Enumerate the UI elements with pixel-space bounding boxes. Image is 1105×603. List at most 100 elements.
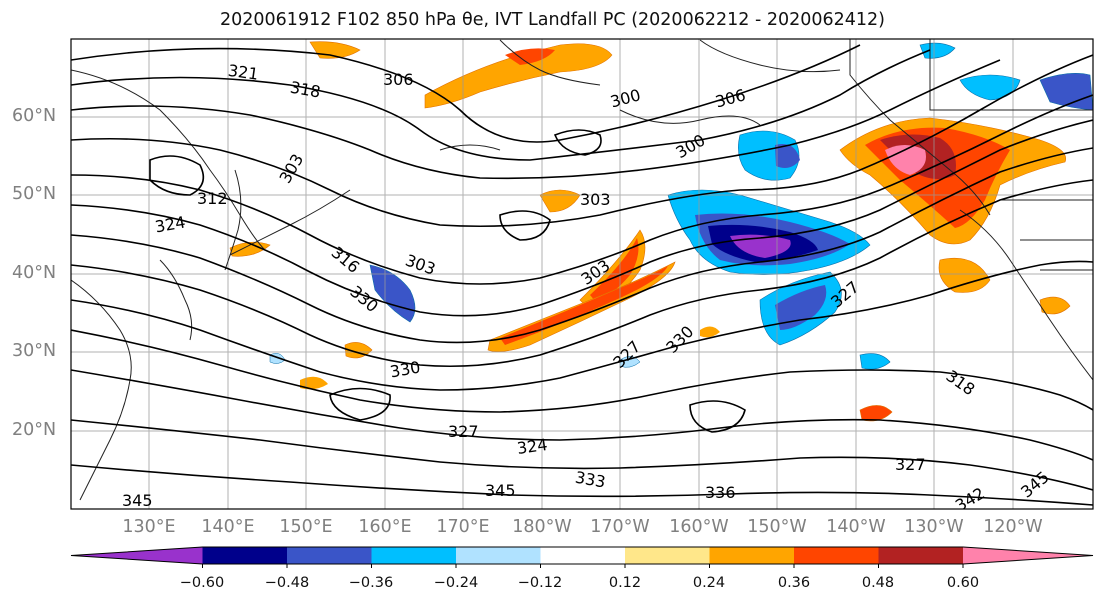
positive-anomaly-region (424, 43, 613, 109)
colorbar-segment (625, 547, 710, 564)
theta-e-contour (71, 179, 1093, 368)
anomaly-shading (229, 41, 1093, 422)
colorbar-segment (794, 547, 879, 564)
longitude-label: 160°E (358, 517, 412, 537)
contour-label: 321 (227, 61, 260, 84)
negative-anomaly-region (859, 353, 891, 370)
theta-e-contour (71, 329, 1093, 413)
colorbar-segment (540, 547, 626, 564)
coastline (849, 39, 991, 216)
latitude-label: 60°N (12, 106, 57, 126)
colorbar-segment (456, 547, 541, 564)
longitude-label: 130°E (122, 517, 176, 537)
coastline (929, 39, 1093, 111)
map-title: 2020061912 F102 850 hPa θe, IVT Landfall… (220, 10, 885, 30)
colorbar-tick-label: 0.60 (946, 575, 980, 591)
coastline (499, 39, 601, 86)
negative-anomaly-region (1039, 73, 1093, 111)
colorbar-tick-label: −0.36 (348, 575, 394, 591)
longitude-label: 140°W (826, 517, 886, 537)
colorbar-tick-label: −0.24 (433, 575, 479, 591)
longitude-label: 150°E (279, 517, 333, 537)
latitude-label: 20°N (12, 420, 57, 440)
negative-anomaly-region (775, 285, 827, 330)
theta-e-contour (71, 260, 1093, 391)
positive-anomaly-region (938, 257, 991, 293)
theta-e-contour (499, 210, 551, 241)
contour-label: 327 (448, 422, 479, 441)
positive-anomaly-region (300, 376, 328, 390)
theta-e-contour (71, 59, 1001, 180)
longitude-label: 130°W (904, 517, 964, 537)
longitude-label: 170°E (436, 517, 490, 537)
colorbar-segment (371, 547, 457, 564)
colorbar-tick-label: −0.60 (179, 575, 225, 591)
longitude-label: 140°E (201, 517, 255, 537)
positive-anomaly-region (859, 405, 893, 422)
contour-label: 345 (122, 491, 153, 510)
coastline (71, 69, 266, 251)
colorbar-tick-label: −0.12 (517, 575, 563, 591)
theta-e-contour (71, 147, 1093, 344)
colorbar-segment (202, 547, 288, 564)
positive-anomaly-region (700, 326, 720, 338)
contour-label: 312 (197, 189, 228, 208)
latitude-label: 50°N (12, 184, 57, 204)
contour-label: 336 (705, 483, 736, 502)
coastlines (71, 39, 1093, 501)
latitude-label: 30°N (12, 341, 57, 361)
theta-e-contour (689, 400, 746, 433)
negative-anomaly-region (730, 234, 791, 258)
theta-e-contour (71, 94, 1093, 285)
positive-anomaly-region (885, 145, 926, 175)
colorbar-segment (963, 547, 1093, 564)
theta-e-contour (71, 54, 1093, 228)
colorbar-segment (71, 547, 203, 564)
negative-anomaly-region (919, 42, 956, 59)
theta-e-contour (71, 49, 931, 161)
latitude-label: 40°N (12, 263, 57, 283)
map-frame (70, 38, 1094, 510)
coastline (224, 169, 242, 271)
map-area: 321 318 306 300 306 303 300 303 312 324 … (71, 39, 1093, 510)
positive-anomaly-region (229, 241, 271, 257)
colorbar-segment (709, 547, 795, 564)
contour-label: 306 (383, 70, 414, 89)
colorbar (70, 546, 1094, 568)
theta-e-contour (71, 464, 1093, 506)
positive-anomaly-region (1039, 296, 1071, 315)
theta-e-contours (71, 44, 1093, 506)
contour-label: 327 (895, 455, 926, 474)
theta-e-contour (71, 119, 1093, 317)
longitude-label: 180°W (512, 517, 572, 537)
coastline (439, 144, 501, 151)
colorbar-tick-label: 0.12 (608, 575, 642, 591)
colorbar-tick-label: 0.24 (692, 575, 726, 591)
colorbar-segment (878, 547, 964, 564)
longitude-label: 160°W (669, 517, 729, 537)
longitude-label: 150°W (747, 517, 807, 537)
coastline (159, 259, 193, 341)
graticule (71, 39, 1093, 509)
contour-label: 303 (580, 190, 611, 209)
contour-label: 345 (485, 481, 516, 500)
coastline (619, 109, 761, 126)
theta-e-contour (553, 129, 602, 156)
coastline (699, 39, 841, 73)
theta-e-contour (329, 387, 391, 421)
negative-anomaly-region (775, 144, 800, 168)
theta-e-contour (71, 369, 1093, 461)
colorbar-segment (287, 547, 372, 564)
longitude-label: 170°W (590, 517, 650, 537)
positive-anomaly-region (590, 238, 639, 302)
contour-label: 324 (516, 435, 549, 458)
colorbar-tick-label: −0.48 (264, 575, 310, 591)
colorbar-tick-label: 0.36 (777, 575, 811, 591)
theta-e-contour (149, 155, 205, 196)
theta-e-contour (71, 419, 1093, 491)
longitude-label: 120°W (983, 517, 1043, 537)
negative-anomaly-region (619, 356, 641, 368)
theta-e-contour (71, 44, 861, 143)
coastline (959, 209, 1093, 381)
